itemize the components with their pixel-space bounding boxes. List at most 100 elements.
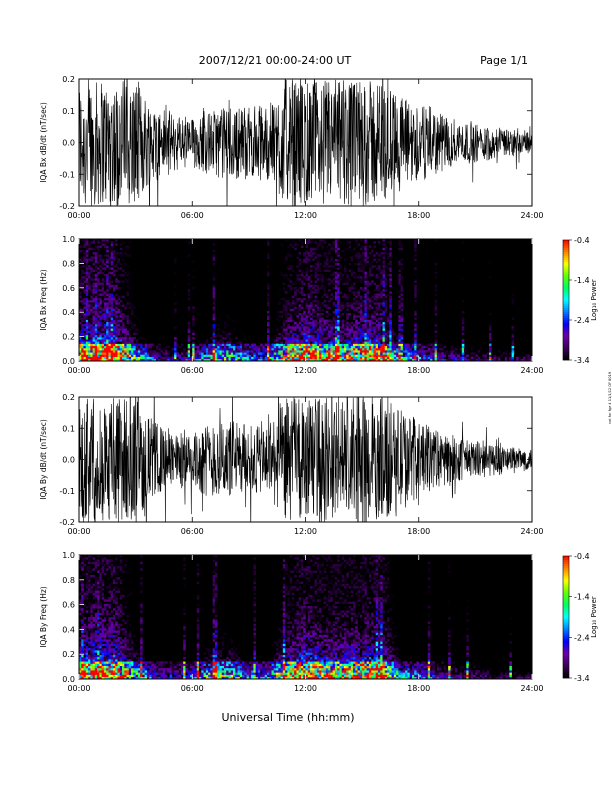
- spectrogram-cell: [400, 328, 404, 331]
- spectrogram-cell: [99, 603, 102, 607]
- spectrogram-cell: [373, 269, 377, 272]
- spectrogram-cell: [330, 326, 333, 329]
- spectrogram-cell: [97, 328, 100, 331]
- spectrogram-cell: [325, 262, 329, 266]
- spectrogram-cell: [334, 354, 338, 357]
- spectrogram-cell: [115, 557, 118, 560]
- spectrogram-cell: [183, 354, 186, 357]
- spectrogram-cell: [273, 358, 277, 362]
- spectrogram-cell: [305, 282, 309, 286]
- spectrogram-cell: [97, 254, 100, 257]
- spectrogram-cell: [339, 350, 343, 353]
- spectrogram-cell: [187, 323, 191, 327]
- spectrogram-cell: [434, 300, 438, 303]
- spectrogram-cell: [103, 267, 107, 270]
- spectrogram-cell: [212, 278, 216, 281]
- spectrogram-cell: [316, 284, 320, 288]
- spectrogram-cell: [461, 278, 465, 281]
- spectrogram-cell: [382, 293, 386, 296]
- spectrogram-cell: [90, 676, 93, 680]
- spectrogram-cell: [90, 641, 93, 644]
- spectrogram-cell: [373, 241, 377, 244]
- spectrogram-cell: [393, 354, 397, 357]
- spectrogram-cell: [303, 315, 306, 318]
- spectrogram-cell: [513, 354, 517, 357]
- spectrogram-cell: [330, 341, 333, 344]
- colorbar-segment: [563, 304, 569, 307]
- spectrogram-cell: [88, 654, 91, 658]
- spectrogram-cell: [511, 337, 515, 340]
- spectrogram-cell: [339, 308, 343, 312]
- spectrogram-cell: [83, 628, 87, 631]
- spectrogram-cell: [106, 350, 109, 353]
- spectrogram-cell: [319, 304, 322, 307]
- spectrogram-cell: [146, 343, 150, 347]
- spectrogram-cell: [321, 350, 324, 353]
- spectrogram-cell: [414, 328, 417, 331]
- spectrogram-cell: [348, 350, 352, 353]
- spectrogram-cell: [85, 313, 89, 316]
- spectrogram-cell: [298, 265, 302, 268]
- spectrogram-cell: [99, 623, 102, 627]
- spectrogram-cell: [115, 276, 118, 279]
- spectrogram-cell: [257, 350, 261, 353]
- spectrogram-cell: [364, 334, 367, 338]
- spectrogram-cell: [280, 249, 284, 253]
- spectrogram-cell: [344, 273, 347, 277]
- spectrogram-cell: [314, 339, 318, 342]
- spectrogram-cell: [81, 354, 84, 357]
- spectrogram-cell: [387, 249, 390, 253]
- spectrogram-cell: [110, 330, 114, 333]
- spectrogram-cell: [203, 350, 207, 353]
- spectrogram-cell: [398, 330, 401, 333]
- spectrogram-cell: [319, 313, 322, 316]
- spectrogram-cell: [99, 645, 102, 649]
- spectrogram-cell: [314, 276, 318, 279]
- spectrogram-cell: [230, 343, 234, 347]
- spectrogram-cell: [131, 262, 134, 266]
- spectrogram-cell: [353, 358, 356, 362]
- spectrogram-cell: [298, 352, 302, 355]
- spectrogram-cell: [112, 665, 116, 669]
- spectrogram-cell: [85, 352, 89, 355]
- panel-4: 1.00.80.60.40.20.0-0.4-1.4-2.4-3.4Log₁₀ …: [39, 551, 598, 693]
- spectrogram-cell: [219, 354, 222, 357]
- spectrogram-cell: [319, 243, 322, 246]
- spectrogram-cell: [122, 286, 125, 290]
- spectrogram-cell: [287, 337, 290, 340]
- spectrogram-cell: [307, 239, 311, 242]
- spectrogram-cell: [131, 304, 134, 307]
- spectrogram-cell: [85, 648, 89, 651]
- spectrogram-cell: [81, 654, 84, 658]
- spectrogram-cell: [81, 608, 84, 611]
- spectrogram-cell: [99, 330, 102, 333]
- spectrogram-cell: [375, 354, 379, 357]
- x-tick-label: 12:00: [294, 527, 317, 536]
- spectrogram-cell: [153, 347, 157, 351]
- spectrogram-cell: [344, 308, 347, 312]
- spectrogram-cell: [223, 343, 227, 347]
- spectrogram-cell: [316, 313, 320, 316]
- spectrogram-cell: [305, 273, 309, 277]
- spectrogram-cell: [131, 295, 134, 299]
- spectrogram-cell: [470, 358, 474, 362]
- spectrogram-cell: [108, 588, 111, 591]
- spectrogram-cell: [355, 352, 358, 355]
- spectrogram-cell: [294, 310, 297, 314]
- spectrogram-cell: [384, 306, 388, 310]
- spectrogram-cell: [400, 280, 404, 283]
- spectrogram-cell: [110, 347, 114, 351]
- spectrogram-cell: [353, 308, 356, 312]
- spectrogram-cell: [341, 273, 345, 277]
- spectrogram-cell: [371, 265, 374, 268]
- spectrogram-cell: [85, 568, 89, 571]
- spectrogram-cell: [194, 356, 198, 360]
- spectrogram-cell: [119, 358, 123, 362]
- spectrogram-cell: [382, 247, 386, 251]
- spectrogram-cell: [348, 256, 352, 259]
- spectrogram-cell: [323, 247, 327, 251]
- spectrogram-cell: [461, 356, 465, 360]
- spectrogram-cell: [319, 239, 322, 242]
- spectrogram-cell: [115, 641, 118, 644]
- spectrogram-cell: [310, 295, 313, 299]
